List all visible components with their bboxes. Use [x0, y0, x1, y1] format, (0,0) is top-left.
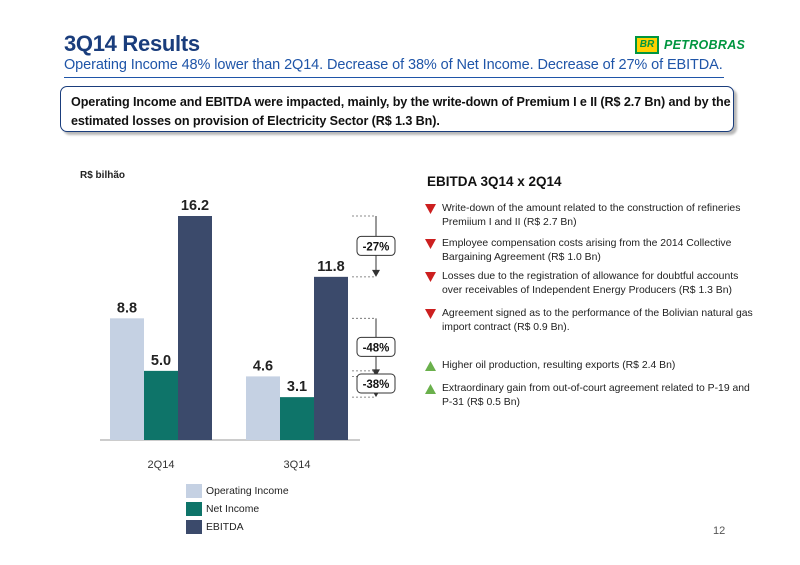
- legend-label: Operating Income: [206, 485, 289, 497]
- arrow-down-icon: [372, 269, 380, 277]
- data-label: 8.8: [117, 300, 137, 316]
- legend-item: EBITDA: [186, 520, 244, 534]
- page-subtitle: Operating Income 48% lower than 2Q14. De…: [64, 57, 723, 73]
- change-label-net-income: -38%: [363, 379, 390, 391]
- triangle-down-icon: [425, 309, 436, 319]
- data-label: 3.1: [287, 379, 307, 395]
- triangle-up-icon: [425, 361, 436, 371]
- legend-label: Net Income: [206, 503, 260, 515]
- triangle-down-icon: [425, 204, 436, 214]
- legend-swatch: [186, 502, 202, 516]
- legend-item: Net Income: [186, 502, 259, 516]
- change-label-operating-income: -48%: [363, 342, 390, 354]
- br-logo-icon: BR: [635, 36, 659, 54]
- triangle-up-icon: [425, 384, 436, 394]
- change-badge: [356, 373, 396, 394]
- negative-item: Write-down of the amount related to the …: [425, 202, 755, 230]
- triangle-down-icon: [425, 239, 436, 249]
- bar-ebitda-3q14: [314, 276, 348, 440]
- data-label: 5.0: [151, 353, 171, 369]
- legend-swatch: [186, 484, 202, 498]
- x-tick-label: 2Q14: [148, 459, 175, 471]
- bullet-text: Extraordinary gain from out-of-court agr…: [442, 383, 750, 408]
- bar-operating-income-2q14: [110, 318, 144, 440]
- data-label: 4.6: [253, 358, 273, 374]
- callout-box: [60, 86, 734, 132]
- legend-item: Operating Income: [186, 484, 289, 498]
- data-label: 11.8: [317, 259, 344, 275]
- negative-item: Agreement signed as to the performance o…: [425, 307, 755, 335]
- page-title: 3Q14 Results: [64, 31, 200, 56]
- title-divider: [64, 77, 724, 78]
- x-tick-label: 3Q14: [284, 459, 311, 471]
- negative-item: Employee compensation costs arising from…: [425, 237, 755, 265]
- bar-operating-income-3q14: [246, 376, 280, 440]
- change-label-ebitda: -27%: [363, 241, 390, 253]
- ebitda-panel-heading: EBITDA 3Q14 x 2Q14: [427, 174, 562, 189]
- petrobras-logo: BR PETROBRAS: [635, 35, 745, 55]
- legend-label: EBITDA: [206, 521, 244, 533]
- negative-item: Losses due to the registration of allowa…: [425, 270, 755, 298]
- legend-swatch: [186, 520, 202, 534]
- page-number: 12: [713, 525, 726, 537]
- bullet-text: Losses due to the registration of allowa…: [442, 271, 739, 296]
- unit-label: R$ bilhão: [80, 170, 126, 181]
- bar-net-income-2q14: [144, 370, 178, 440]
- positive-item: Extraordinary gain from out-of-court agr…: [425, 382, 755, 410]
- bullet-text: Write-down of the amount related to the …: [442, 203, 741, 228]
- callout-text: Operating Income and EBITDA were impacte…: [71, 95, 731, 128]
- change-badge: [356, 235, 396, 256]
- change-badge: [356, 336, 396, 357]
- triangle-down-icon: [425, 272, 436, 282]
- bullet-text: Employee compensation costs arising from…: [442, 238, 732, 263]
- positive-item: Higher oil production, resulting exports…: [425, 359, 755, 373]
- bullet-text: Higher oil production, resulting exports…: [442, 360, 676, 371]
- data-label: 16.2: [181, 198, 209, 214]
- bar-ebitda-2q14: [178, 216, 212, 440]
- bar-net-income-3q14: [280, 397, 314, 440]
- logo-text: PETROBRAS: [664, 38, 746, 52]
- bullet-text: Agreement signed as to the performance o…: [442, 308, 753, 333]
